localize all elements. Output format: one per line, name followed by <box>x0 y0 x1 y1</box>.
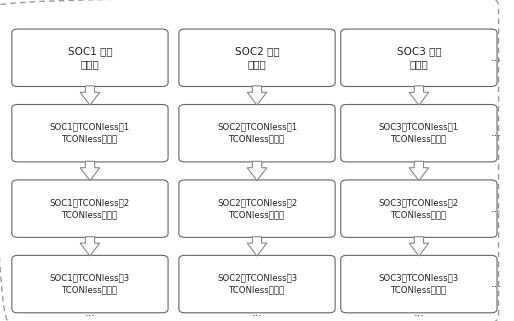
Text: SOC2配TCONless屏1
TCONless机芯板: SOC2配TCONless屏1 TCONless机芯板 <box>217 123 297 143</box>
Text: SOC1配TCONless屏3
TCONless机芯板: SOC1配TCONless屏3 TCONless机芯板 <box>50 274 130 294</box>
FancyBboxPatch shape <box>341 180 497 238</box>
Text: ...: ... <box>84 308 96 318</box>
Polygon shape <box>80 161 100 180</box>
Polygon shape <box>409 237 429 256</box>
Text: ...: ... <box>251 308 263 318</box>
Text: ...: ... <box>490 128 502 138</box>
Text: ...: ... <box>413 308 425 318</box>
Text: SOC1配TCONless屏1
TCONless机芯板: SOC1配TCONless屏1 TCONless机芯板 <box>50 123 130 143</box>
Text: SOC1 标准
机芯板: SOC1 标准 机芯板 <box>68 46 112 69</box>
Text: SOC3配TCONless屏2
TCONless机芯板: SOC3配TCONless屏2 TCONless机芯板 <box>379 198 459 219</box>
Text: ...: ... <box>490 204 502 214</box>
FancyBboxPatch shape <box>12 180 168 238</box>
Text: SOC3配TCONless屏3
TCONless机芯板: SOC3配TCONless屏3 TCONless机芯板 <box>379 274 459 294</box>
FancyBboxPatch shape <box>341 256 497 313</box>
Text: ...: ... <box>490 53 502 63</box>
FancyBboxPatch shape <box>179 180 335 238</box>
Polygon shape <box>409 86 429 105</box>
Polygon shape <box>247 161 267 180</box>
Text: ...: ... <box>490 279 502 289</box>
Text: SOC1配TCONless屏2
TCONless机芯板: SOC1配TCONless屏2 TCONless机芯板 <box>50 198 130 219</box>
Text: SOC2配TCONless屏2
TCONless机芯板: SOC2配TCONless屏2 TCONless机芯板 <box>217 198 297 219</box>
Polygon shape <box>247 86 267 105</box>
Text: SOC3配TCONless屏1
TCONless机芯板: SOC3配TCONless屏1 TCONless机芯板 <box>379 123 459 143</box>
FancyBboxPatch shape <box>12 256 168 313</box>
Text: SOC2配TCONless屏3
TCONless机芯板: SOC2配TCONless屏3 TCONless机芯板 <box>217 274 297 294</box>
FancyBboxPatch shape <box>341 29 497 87</box>
FancyBboxPatch shape <box>12 105 168 162</box>
Polygon shape <box>80 86 100 105</box>
FancyBboxPatch shape <box>179 256 335 313</box>
FancyBboxPatch shape <box>341 105 497 162</box>
FancyBboxPatch shape <box>179 105 335 162</box>
Text: SOC2 标准
机芯板: SOC2 标准 机芯板 <box>235 46 279 69</box>
Polygon shape <box>247 237 267 256</box>
FancyBboxPatch shape <box>179 29 335 87</box>
Polygon shape <box>409 161 429 180</box>
Text: SOC3 标准
机芯板: SOC3 标准 机芯板 <box>397 46 441 69</box>
FancyBboxPatch shape <box>12 29 168 87</box>
Polygon shape <box>80 237 100 256</box>
